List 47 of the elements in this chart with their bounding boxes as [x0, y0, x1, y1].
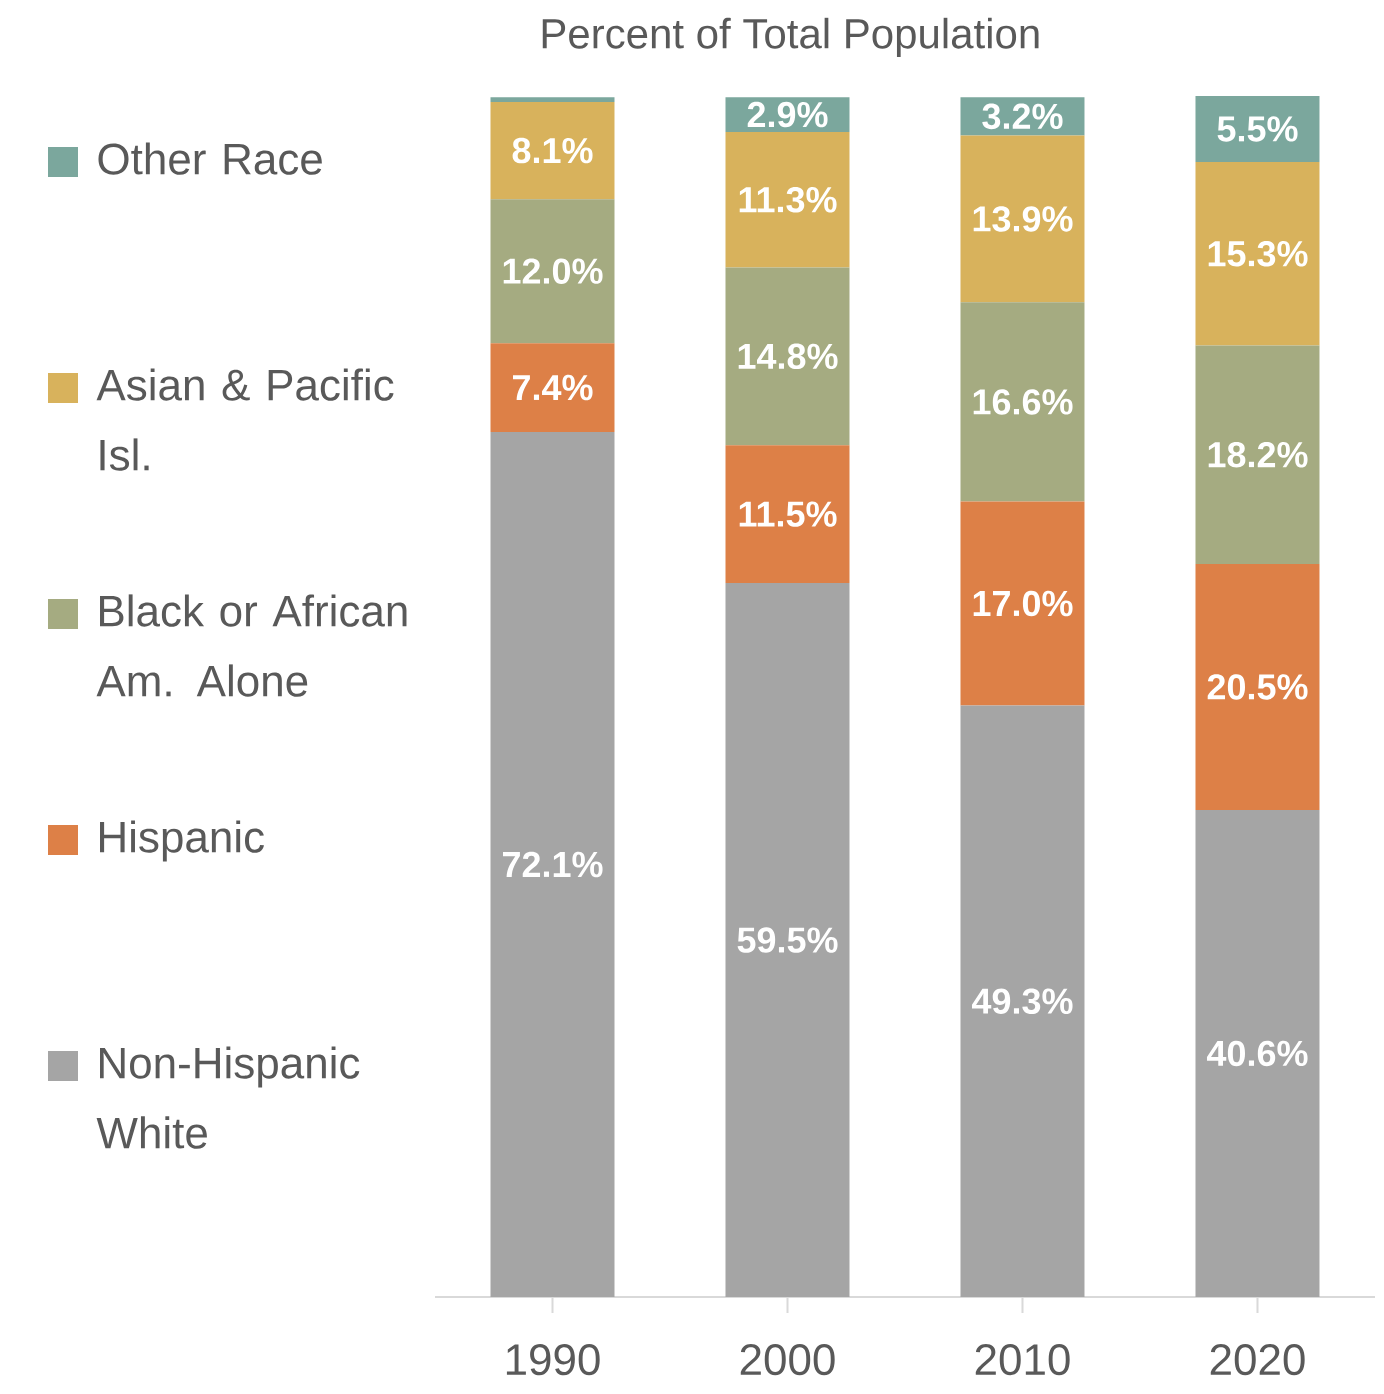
data-label: 7.4%	[513, 374, 593, 401]
bar	[1195, 161, 1320, 346]
x-tick-label: 1990	[506, 1344, 600, 1376]
bar	[490, 102, 615, 200]
data-label: 15.3%	[1208, 240, 1308, 267]
bar	[960, 705, 1085, 1297]
bar	[1195, 96, 1320, 162]
bar	[725, 583, 850, 1297]
legend-label: Non-Hispanic White	[96, 1046, 360, 1149]
bar	[725, 445, 850, 584]
legend-label: Black or African Am. Alone	[96, 594, 407, 697]
bar	[725, 267, 850, 446]
bar	[490, 431, 615, 1297]
chart-title: Percent of Total Population	[542, 17, 1039, 57]
legend-label: Asian & Pacific Isl.	[96, 368, 394, 471]
x-tick-label: 2020	[1210, 1344, 1305, 1376]
bar	[960, 302, 1085, 502]
data-label: 5.5%	[1217, 116, 1298, 142]
bar	[490, 199, 615, 344]
x-tick-label: 2000	[740, 1344, 835, 1376]
legend-label: Other Race	[98, 142, 322, 175]
data-label: 13.9%	[973, 206, 1073, 232]
bar	[490, 343, 615, 432]
data-label: 17.0%	[973, 590, 1073, 617]
bar	[960, 135, 1085, 303]
data-label: 12.0%	[503, 258, 603, 284]
data-label: 8.1%	[512, 137, 593, 164]
data-label: 72.1%	[503, 851, 603, 878]
legend-label: Hispanic	[100, 820, 264, 862]
bar	[490, 97, 615, 102]
data-label: 3.2%	[982, 103, 1063, 130]
bar	[1195, 563, 1320, 810]
data-label: 20.5%	[1207, 674, 1308, 700]
data-label: 11.5%	[739, 501, 837, 527]
data-label: 11.3%	[739, 186, 837, 213]
data-label: 59.5%	[737, 927, 838, 953]
data-label: 14.8%	[738, 343, 838, 370]
data-label: 2.9%	[747, 101, 828, 128]
data-label: 18.2%	[1208, 441, 1308, 468]
bar	[725, 131, 850, 268]
data-label: 40.6%	[1207, 1040, 1308, 1067]
x-tick-label: 2010	[975, 1344, 1070, 1376]
data-label: 16.6%	[973, 389, 1073, 415]
bar	[1195, 345, 1320, 564]
bar	[1195, 809, 1320, 1297]
data-label: 49.3%	[972, 988, 1073, 1015]
bar	[960, 501, 1085, 706]
